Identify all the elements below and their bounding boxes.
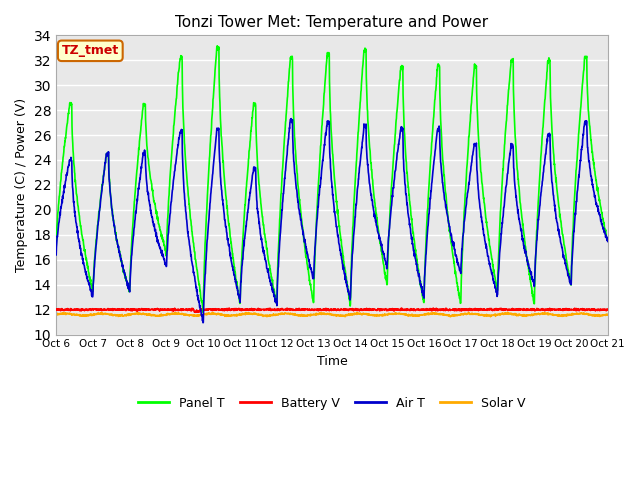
Air T [206, 200, 214, 205]
Solar V [556, 313, 563, 319]
Air T [556, 233, 563, 239]
Solar V [447, 314, 454, 320]
Panel T [206, 142, 214, 147]
Legend: Panel T, Battery V, Air T, Solar V: Panel T, Battery V, Air T, Solar V [133, 392, 531, 415]
Solar V [604, 312, 612, 318]
Solar V [52, 312, 60, 317]
Line: Battery V: Battery V [56, 308, 608, 312]
Panel T [348, 240, 356, 245]
Solar V [504, 310, 511, 315]
Battery V [206, 306, 214, 312]
Air T [287, 116, 295, 121]
Battery V [571, 305, 579, 311]
Line: Panel T: Panel T [56, 46, 608, 312]
Panel T [199, 310, 207, 315]
Line: Solar V: Solar V [56, 312, 608, 317]
Battery V [225, 305, 233, 311]
Solar V [360, 311, 367, 316]
Air T [52, 252, 60, 258]
Battery V [556, 307, 563, 312]
Panel T [360, 48, 368, 54]
Solar V [492, 312, 500, 318]
Panel T [604, 238, 612, 243]
Battery V [348, 306, 356, 312]
Battery V [604, 307, 612, 312]
X-axis label: Time: Time [317, 355, 348, 368]
Solar V [348, 312, 356, 317]
Battery V [493, 307, 500, 312]
Panel T [493, 285, 500, 291]
Y-axis label: Temperature (C) / Power (V): Temperature (C) / Power (V) [15, 98, 28, 272]
Title: Tonzi Tower Met: Temperature and Power: Tonzi Tower Met: Temperature and Power [175, 15, 488, 30]
Air T [604, 239, 612, 244]
Air T [571, 217, 579, 223]
Air T [493, 289, 500, 295]
Panel T [52, 244, 60, 250]
Solar V [571, 311, 579, 317]
Panel T [571, 192, 579, 197]
Panel T [214, 43, 221, 49]
Battery V [52, 307, 60, 312]
Air T [348, 252, 356, 258]
Battery V [191, 310, 199, 315]
Panel T [556, 207, 563, 213]
Air T [199, 320, 207, 325]
Line: Air T: Air T [56, 119, 608, 323]
Solar V [206, 311, 214, 317]
Air T [360, 124, 368, 130]
Battery V [360, 306, 368, 312]
Text: TZ_tmet: TZ_tmet [61, 44, 119, 57]
